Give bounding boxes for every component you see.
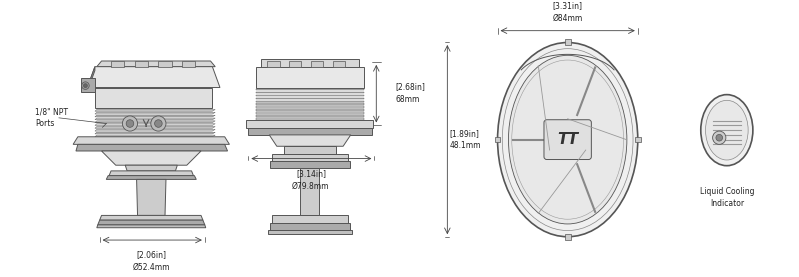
Bar: [272, 154, 348, 161]
Text: 1/8" NPT
Ports: 1/8" NPT Ports: [35, 107, 68, 128]
Circle shape: [151, 116, 166, 131]
Polygon shape: [97, 61, 215, 67]
Circle shape: [126, 120, 133, 127]
Bar: [256, 104, 364, 105]
FancyBboxPatch shape: [544, 120, 591, 160]
Bar: [332, 61, 345, 67]
Bar: [268, 61, 280, 67]
Polygon shape: [87, 67, 95, 91]
Text: [2.06in]
Ø52.4mm: [2.06in] Ø52.4mm: [133, 250, 170, 272]
Text: [3.14in]
Ø79.8mm: [3.14in] Ø79.8mm: [292, 169, 330, 191]
Bar: [565, 39, 570, 45]
Circle shape: [81, 82, 89, 89]
Bar: [256, 95, 364, 96]
Bar: [256, 118, 364, 120]
Bar: [248, 128, 372, 135]
Bar: [111, 61, 125, 67]
Polygon shape: [97, 225, 206, 228]
Bar: [268, 230, 352, 234]
Bar: [256, 115, 364, 117]
Circle shape: [84, 84, 87, 88]
Bar: [247, 120, 373, 128]
Bar: [158, 61, 172, 67]
Polygon shape: [100, 216, 203, 220]
Text: [2.68in]
68mm: [2.68in] 68mm: [396, 83, 425, 104]
Text: TT: TT: [557, 132, 578, 147]
Polygon shape: [97, 220, 205, 225]
Bar: [284, 146, 336, 154]
Bar: [270, 223, 350, 230]
Bar: [270, 161, 350, 168]
Bar: [256, 112, 364, 114]
Polygon shape: [95, 129, 215, 131]
Bar: [182, 61, 195, 67]
Polygon shape: [109, 171, 193, 176]
Polygon shape: [81, 78, 95, 92]
Bar: [256, 109, 364, 111]
Bar: [495, 137, 500, 142]
Polygon shape: [95, 135, 215, 137]
Polygon shape: [74, 137, 229, 144]
Bar: [300, 168, 320, 216]
Polygon shape: [95, 127, 215, 128]
Bar: [256, 92, 364, 93]
Polygon shape: [95, 132, 215, 134]
Circle shape: [154, 120, 162, 127]
Bar: [135, 61, 148, 67]
Text: Liquid Cooling
Indicator: Liquid Cooling Indicator: [700, 187, 754, 209]
Circle shape: [716, 134, 722, 141]
Polygon shape: [95, 118, 215, 120]
Bar: [256, 98, 364, 99]
Bar: [256, 67, 364, 88]
Bar: [635, 137, 641, 142]
Ellipse shape: [498, 42, 638, 237]
Bar: [256, 89, 364, 91]
Bar: [256, 106, 364, 108]
Polygon shape: [76, 144, 228, 151]
Polygon shape: [269, 135, 351, 146]
Polygon shape: [101, 151, 201, 165]
Polygon shape: [95, 115, 215, 117]
Polygon shape: [95, 124, 215, 125]
Bar: [256, 101, 364, 102]
Circle shape: [122, 116, 137, 131]
Bar: [311, 61, 324, 67]
Bar: [272, 216, 348, 223]
Bar: [289, 61, 301, 67]
Polygon shape: [106, 176, 197, 179]
Ellipse shape: [706, 100, 748, 160]
Polygon shape: [95, 109, 215, 111]
Bar: [565, 234, 570, 240]
Text: [3.31in]
Ø84mm: [3.31in] Ø84mm: [553, 2, 582, 23]
Polygon shape: [95, 121, 215, 123]
Polygon shape: [137, 179, 166, 216]
Ellipse shape: [701, 95, 753, 166]
Polygon shape: [95, 112, 215, 114]
Polygon shape: [87, 67, 220, 88]
Bar: [260, 59, 360, 67]
Text: [1.89in]
48.1mm: [1.89in] 48.1mm: [449, 129, 481, 150]
Polygon shape: [95, 88, 213, 108]
Polygon shape: [125, 165, 177, 171]
Ellipse shape: [508, 55, 627, 224]
Circle shape: [713, 131, 725, 144]
